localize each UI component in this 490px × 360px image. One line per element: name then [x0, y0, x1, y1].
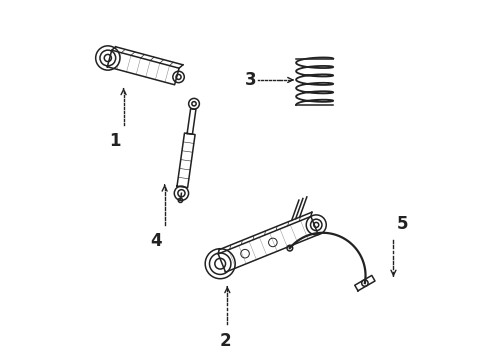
Text: 2: 2: [220, 332, 231, 350]
Text: 4: 4: [150, 232, 162, 250]
Text: 5: 5: [397, 215, 409, 233]
Text: 3: 3: [245, 71, 256, 89]
Text: 1: 1: [109, 132, 121, 150]
